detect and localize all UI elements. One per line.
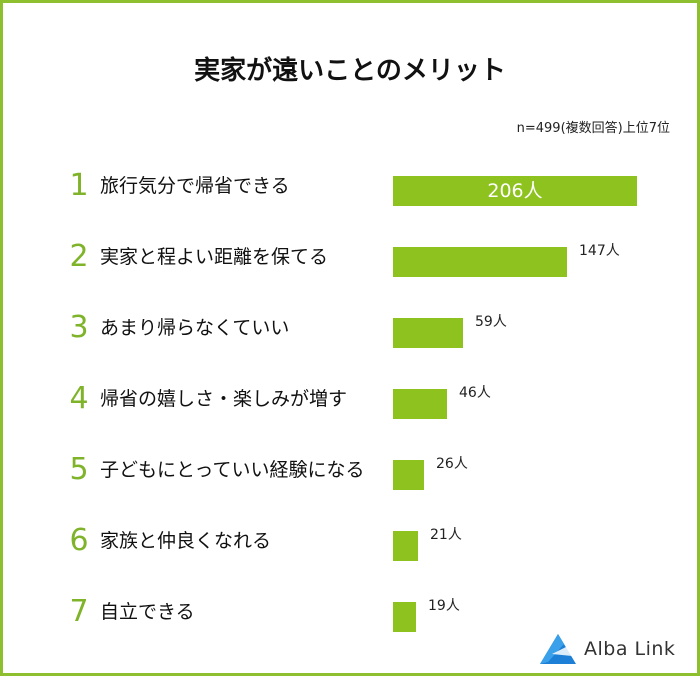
rank-number: 5 (69, 452, 89, 487)
value-label: 21人 (430, 527, 462, 543)
rank-number: 6 (69, 523, 89, 558)
rank-number: 1 (69, 168, 89, 203)
chart-title: 実家が遠いことのメリット (194, 56, 506, 86)
value-label: 59人 (475, 314, 507, 330)
category-label: 帰省の嬉しさ・楽しみが増す (100, 388, 348, 410)
category-label: 旅行気分で帰省できる (100, 175, 290, 197)
rank-number: 3 (69, 310, 89, 345)
bar (393, 176, 637, 206)
chart-row: 3 あまり帰らなくていい 59人 (0, 308, 700, 348)
category-label: 家族と仲良くなれる (100, 530, 272, 552)
triangle-logo-icon (540, 634, 576, 664)
chart-row: 6 家族と仲良くなれる 21人 (0, 521, 700, 561)
bar (393, 531, 418, 561)
chart-row: 5 子どもにとっていい経験になる 26人 (0, 450, 700, 490)
rank-number: 7 (69, 594, 89, 629)
chart-subtitle: n=499(複数回答)上位7位 (516, 121, 670, 136)
bar (393, 389, 447, 419)
chart-row: 2 実家と程よい距離を保てる 147人 (0, 237, 700, 277)
value-label: 46人 (459, 385, 491, 401)
value-label: 26人 (436, 456, 468, 472)
chart-row: 4 帰省の嬉しさ・楽しみが増す 46人 (0, 379, 700, 419)
bar (393, 602, 416, 632)
rank-number: 2 (69, 239, 89, 274)
bar (393, 460, 424, 490)
category-label: あまり帰らなくていい (100, 317, 290, 339)
bar (393, 318, 463, 348)
value-label: 19人 (428, 598, 460, 614)
rank-number: 4 (69, 381, 89, 416)
chart-row: 7 自立できる 19人 (0, 592, 700, 632)
value-label: 147人 (579, 243, 620, 259)
bar (393, 247, 567, 277)
value-label: 206人 (487, 180, 543, 202)
category-label: 実家と程よい距離を保てる (100, 246, 329, 268)
brand-name: Alba Link (584, 638, 676, 660)
chart-row: 1 旅行気分で帰省できる 206人 (0, 166, 700, 206)
category-label: 自立できる (100, 601, 195, 623)
category-label: 子どもにとっていい経験になる (100, 459, 365, 481)
